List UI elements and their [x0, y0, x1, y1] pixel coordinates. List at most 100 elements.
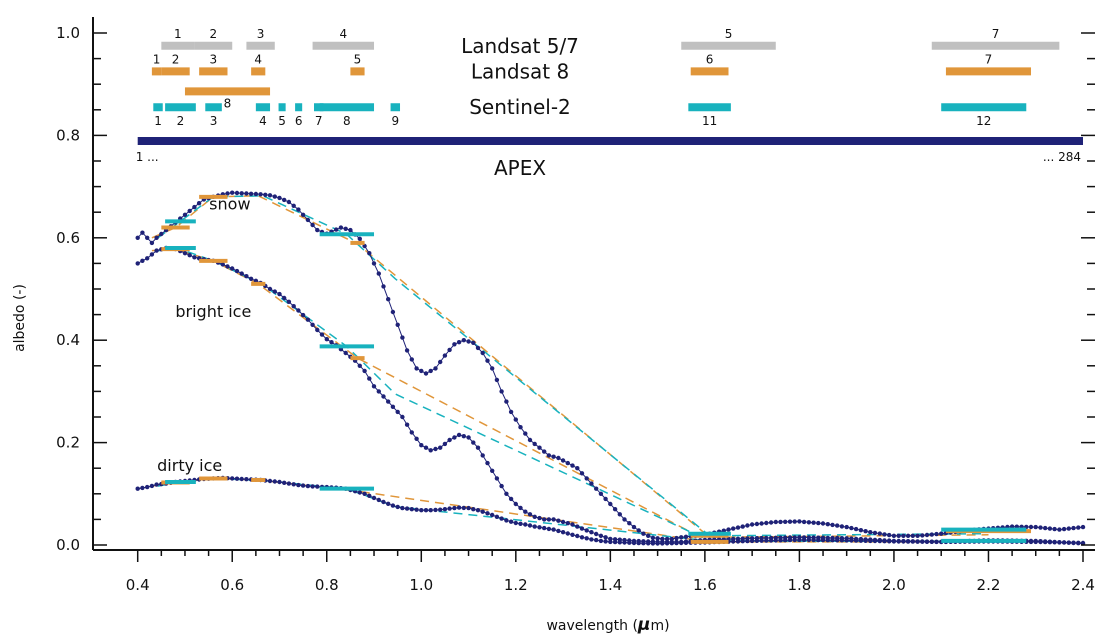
apex-point [641, 531, 646, 536]
apex-point [319, 332, 325, 337]
apex-point [546, 526, 552, 532]
apex-point [797, 519, 802, 524]
apex-point [594, 486, 599, 491]
sensor-line-landsat8 [151, 477, 989, 543]
apex-point [877, 538, 882, 544]
apex-point [768, 520, 774, 525]
apex-point [542, 449, 547, 454]
band-label: 4 [259, 114, 267, 128]
apex-point [825, 522, 830, 527]
apex-point [532, 524, 537, 529]
apex-point [844, 538, 849, 543]
apex-point [650, 535, 656, 540]
apex-start-label: 1 ... [136, 150, 159, 164]
apex-point [348, 227, 353, 233]
band-label: 3 [257, 27, 265, 41]
apex-point [475, 445, 481, 450]
apex-point [584, 476, 589, 481]
apex-point [456, 432, 462, 438]
apex-point [154, 482, 159, 487]
apex-point [872, 538, 878, 544]
y-tick-label: 0.2 [56, 434, 80, 452]
y-tick-label: 0.0 [56, 536, 80, 554]
apex-point [414, 436, 419, 441]
apex-point [258, 192, 263, 197]
apex-point [267, 193, 273, 198]
x-axis-title-prefix: wavelength ( [546, 618, 637, 634]
apex-point [409, 507, 414, 512]
apex-point [1057, 540, 1062, 545]
apex-point [745, 523, 750, 528]
apex-point [560, 458, 566, 463]
apex-point [735, 525, 741, 530]
apex-point [546, 453, 552, 458]
apex-point [282, 295, 287, 301]
apex-point [754, 538, 760, 543]
apex-point [490, 512, 495, 518]
apex-point [905, 539, 911, 544]
band-label: 1 [153, 52, 161, 66]
apex-point [376, 271, 381, 276]
apex-line-snow [137, 192, 1084, 540]
apex-point [929, 539, 934, 544]
apex-point [452, 342, 457, 347]
apex-point [896, 533, 901, 538]
x-tick-label: 0.4 [126, 576, 150, 594]
x-axis-title-suffix: m) [650, 618, 669, 634]
apex-point [442, 441, 448, 447]
apex-point [787, 519, 793, 524]
apex-point [1071, 525, 1076, 531]
apex-point [749, 522, 755, 527]
apex-point [863, 529, 868, 534]
apex-point [835, 538, 840, 543]
apex-point [1033, 539, 1038, 545]
apex-point [367, 493, 372, 498]
apex-point [603, 539, 608, 544]
apex-point [277, 291, 282, 297]
apex-point [494, 377, 500, 383]
apex-point [797, 537, 802, 543]
x-tick-label: 1.2 [504, 576, 528, 594]
apex-point [329, 340, 334, 345]
apex-point [159, 231, 164, 237]
x-tick-label: 2.0 [882, 576, 906, 594]
apex-point [920, 539, 925, 544]
apex-point [556, 518, 561, 523]
apex-point [452, 505, 457, 511]
apex-point [612, 507, 618, 512]
apex-point [230, 190, 235, 195]
apex-point [877, 531, 882, 536]
apex-point [683, 534, 689, 539]
apex-point [334, 227, 339, 232]
apex-point [636, 540, 641, 546]
apex-point [594, 537, 599, 543]
band-label: 1 [154, 114, 162, 128]
apex-point [220, 262, 225, 267]
apex-point [1028, 524, 1034, 530]
apex-point [508, 409, 514, 415]
apex-point [461, 338, 466, 343]
apex-point [764, 538, 769, 543]
apex-point [230, 266, 235, 271]
apex-point [1043, 525, 1048, 531]
apex-point [310, 322, 315, 327]
apex-point [674, 540, 679, 546]
apex-point [683, 540, 689, 545]
apex-point [504, 399, 509, 404]
surface-annotations: snow bright ice dirty ice [157, 195, 251, 475]
apex-point [466, 339, 471, 344]
apex-point [149, 483, 155, 489]
apex-point [362, 491, 367, 496]
apex-spectra [135, 190, 1086, 546]
apex-point [560, 519, 566, 525]
apex-point [565, 531, 570, 536]
apex-point [272, 289, 277, 294]
apex-point [447, 506, 452, 511]
apex-point [598, 491, 604, 496]
apex-point [882, 532, 887, 537]
apex-point [1047, 540, 1053, 545]
apex-point [532, 514, 537, 519]
apex-point [376, 497, 381, 503]
